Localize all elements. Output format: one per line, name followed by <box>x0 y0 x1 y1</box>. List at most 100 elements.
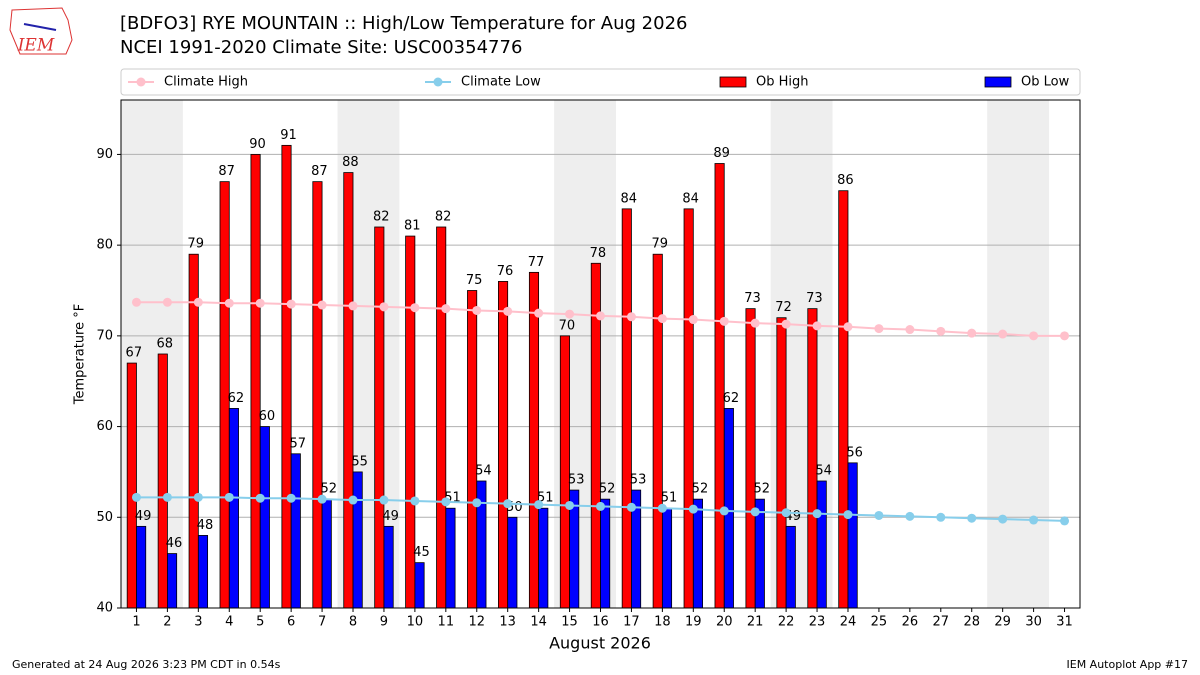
logo-text: IEM <box>17 36 55 56</box>
climate-point <box>1060 516 1070 526</box>
climate-point <box>596 501 605 511</box>
climate-point <box>193 492 203 502</box>
bar <box>281 144 292 609</box>
climate-point <box>1060 331 1070 341</box>
x-tick-label: 9 <box>380 615 388 630</box>
climate-point <box>596 311 605 321</box>
climate-point <box>812 321 822 331</box>
bar <box>188 253 199 609</box>
x-tick-label: 27 <box>933 615 950 630</box>
bar <box>816 480 827 609</box>
bar-value-label: 91 <box>280 128 297 143</box>
bar-value-label: 79 <box>187 237 204 252</box>
bar-value-label: 82 <box>435 210 452 225</box>
legend-label: Ob High <box>756 75 809 90</box>
bar <box>507 516 518 609</box>
climate-point <box>812 509 822 519</box>
bar <box>321 498 332 609</box>
climate-point <box>503 306 513 316</box>
x-tick-label: 3 <box>194 615 202 630</box>
climate-point <box>534 500 544 510</box>
y-tick-label: 50 <box>96 510 113 525</box>
bar-value-label: 84 <box>621 191 638 206</box>
chart-title: [BDFO3] RYE MOUNTAIN :: High/Low Tempera… <box>120 13 687 34</box>
climate-point <box>719 316 729 326</box>
bar-value-label: 49 <box>135 509 152 524</box>
y-axis-label: Temperature °F <box>73 304 88 405</box>
climate-point <box>936 326 946 336</box>
climate-point <box>750 507 760 517</box>
climate-point <box>131 297 141 307</box>
bar <box>467 290 478 609</box>
bar <box>847 462 858 609</box>
bar-value-label: 77 <box>528 255 545 270</box>
climate-point <box>998 329 1008 339</box>
bar-value-label: 57 <box>290 436 307 451</box>
y-tick-label: 40 <box>96 601 113 616</box>
bar <box>661 507 673 609</box>
x-tick-label: 8 <box>349 615 357 630</box>
bar <box>290 453 301 609</box>
climate-point <box>688 315 698 325</box>
climate-point <box>410 496 420 506</box>
bar <box>683 208 694 609</box>
y-tick-label: 80 <box>96 238 113 253</box>
bar-value-label: 90 <box>249 137 266 152</box>
climate-point <box>348 301 358 311</box>
climate-point <box>534 308 544 318</box>
climate-point <box>286 493 296 503</box>
x-tick-label: 12 <box>468 615 485 630</box>
bar <box>259 426 270 609</box>
bar <box>838 190 849 609</box>
climate-point <box>224 492 234 502</box>
bar-value-label: 68 <box>156 337 173 352</box>
bar <box>785 525 796 609</box>
bar-value-label: 52 <box>320 482 337 497</box>
x-tick-label: 22 <box>778 615 795 630</box>
x-tick-label: 23 <box>809 615 826 630</box>
climate-point <box>1029 331 1039 341</box>
bar-value-label: 52 <box>599 482 616 497</box>
bar <box>436 226 447 609</box>
x-axis-label: August 2026 <box>549 634 651 653</box>
climate-point <box>472 305 482 315</box>
x-tick-label: 15 <box>561 615 578 630</box>
climate-point <box>286 299 296 309</box>
legend-marker <box>136 77 146 87</box>
legend-swatch <box>984 76 1012 88</box>
x-tick-label: 19 <box>685 615 702 630</box>
climate-point <box>441 497 451 507</box>
bar <box>498 281 509 609</box>
bar-value-label: 79 <box>651 237 668 252</box>
bar <box>445 507 456 609</box>
bar-value-label: 81 <box>404 219 421 234</box>
bar <box>600 498 611 609</box>
x-tick-label: 21 <box>747 615 764 630</box>
climate-point <box>193 297 203 307</box>
bar-value-label: 53 <box>568 473 585 488</box>
bar-value-label: 82 <box>373 210 390 225</box>
bar-value-label: 84 <box>682 191 699 206</box>
bar <box>528 271 540 609</box>
bar <box>652 253 663 609</box>
x-tick-label: 28 <box>963 615 980 630</box>
climate-point <box>905 511 915 521</box>
x-tick-label: 5 <box>256 615 264 630</box>
climate-point <box>410 303 420 313</box>
x-tick-label: 7 <box>318 615 326 630</box>
bar-value-label: 87 <box>311 164 328 179</box>
bar-value-label: 52 <box>754 482 771 497</box>
bar-value-label: 89 <box>713 146 730 161</box>
x-tick-label: 4 <box>225 615 233 630</box>
climate-point <box>998 514 1008 524</box>
bar-value-label: 75 <box>466 273 483 288</box>
chart-subtitle: NCEI 1991-2020 Climate Site: USC00354776 <box>120 37 522 58</box>
bar-value-label: 87 <box>218 164 235 179</box>
footer-left: Generated at 24 Aug 2026 3:23 PM CDT in … <box>12 658 281 671</box>
climate-point <box>843 510 853 520</box>
y-tick-label: 90 <box>96 147 113 162</box>
bar-value-label: 46 <box>166 536 183 551</box>
bar-value-label: 86 <box>837 173 854 188</box>
bar <box>250 154 261 609</box>
x-tick-label: 20 <box>716 615 733 630</box>
